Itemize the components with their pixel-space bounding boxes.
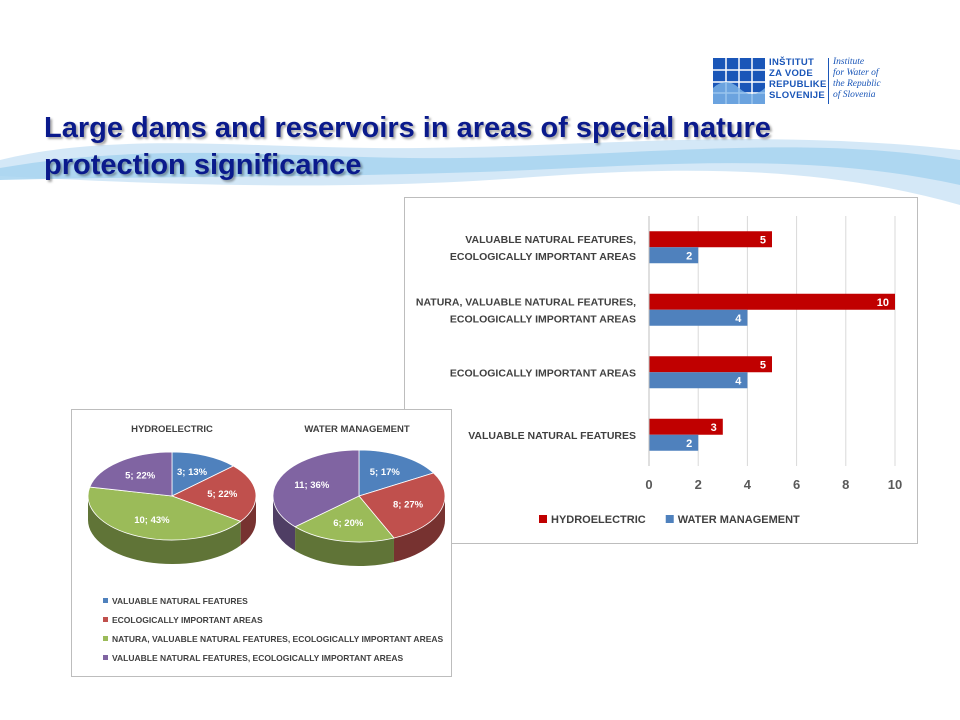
institute-logo: INŠTITUT ZA VODE REPUBLIKE SLOVENIJE Ins… <box>713 56 893 108</box>
x-tick-label: 4 <box>744 477 752 492</box>
pie-title: HYDROELECTRIC <box>131 424 213 435</box>
legend-label: ECOLOGICALLY IMPORTANT AREAS <box>112 615 263 625</box>
bar <box>649 231 772 248</box>
bar <box>649 247 699 264</box>
category-label: ECOLOGICALLY IMPORTANT AREAS <box>450 367 636 379</box>
category-label-line: NATURA, VALUABLE NATURAL FEATURES, <box>416 296 636 308</box>
pie-slice-side <box>240 496 256 546</box>
pie-charts: HYDROELECTRIC 3; 13% 5; 22% 10; 43% 5; 22% WA… <box>87 424 446 663</box>
bar-value-label: 5 <box>760 234 766 246</box>
x-tick-label: 8 <box>842 477 849 492</box>
bar <box>649 434 699 451</box>
bar-value-label: 3 <box>711 422 717 434</box>
logo-separator <box>828 58 829 104</box>
logo-grid-icon <box>713 58 765 104</box>
pie-data-label: 5; 17% <box>370 467 401 478</box>
logo-name-line: REPUBLIKE <box>769 79 827 90</box>
legend-label: NATURA, VALUABLE NATURAL FEATURES, ECOLO… <box>112 634 444 644</box>
bar <box>649 293 895 310</box>
pie-data-label: 11; 36% <box>294 480 329 491</box>
pie-data-label: 6; 20% <box>333 518 364 529</box>
pie-data-label: 5; 22% <box>207 489 238 500</box>
category-label-line: VALUABLE NATURAL FEATURES, <box>465 234 636 246</box>
bar-value-label: 2 <box>686 250 692 262</box>
category-label-line: VALUABLE NATURAL FEATURES <box>468 430 636 442</box>
x-tick-label: 6 <box>793 477 800 492</box>
legend-label: WATER MANAGEMENT <box>678 514 800 526</box>
legend-swatch <box>103 655 108 660</box>
legend-swatch <box>103 598 108 603</box>
logo-name-line: ZA VODE <box>769 68 813 79</box>
pie-slice <box>89 451 173 497</box>
legend-label: VALUABLE NATURAL FEATURES <box>112 596 248 606</box>
legend-swatch <box>539 515 547 523</box>
pie-chart-panel: HYDROELECTRIC 3; 13% 5; 22% 10; 43% 5; 22% WA… <box>71 409 452 677</box>
pie-slice-side <box>88 496 241 564</box>
legend-swatch <box>665 515 674 523</box>
logo-name-line: INŠTITUT <box>769 57 815 68</box>
bar-value-label: 10 <box>877 297 889 309</box>
category-label-line: ECOLOGICALLY IMPORTANT AREAS <box>450 251 636 263</box>
category-label: NATURA, VALUABLE NATURAL FEATURES, ECOLOG… <box>416 296 636 325</box>
slide-title: Large dams and reservoirs in areas of sp… <box>44 112 771 181</box>
bar <box>649 356 772 373</box>
logo-english-line: of Slovenia <box>833 90 876 100</box>
bar-value-label: 4 <box>735 313 742 325</box>
bar-value-label: 2 <box>686 438 692 450</box>
pie-slice <box>294 495 395 543</box>
background-wave <box>0 139 960 205</box>
bar-chart-panel: 0 2 4 6 8 10 VALUABLE NATURAL FEATURES, ECOLOGI… <box>404 197 918 544</box>
logo-english-line: the Republic <box>833 79 881 89</box>
category-label-line: ECOLOGICALLY IMPORTANT AREAS <box>450 313 636 325</box>
logo-name: INŠTITUT ZA VODE REPUBLIKE SLOVENIJE <box>769 57 827 101</box>
bar <box>649 309 748 326</box>
pie-slice <box>171 451 235 497</box>
logo-name-line: SLOVENIJE <box>769 90 826 101</box>
pie-data-label: 3; 13% <box>177 467 208 478</box>
pie-slice <box>358 449 435 497</box>
legend-swatch <box>103 636 108 641</box>
pie-slice <box>170 465 257 522</box>
pie-slice <box>272 449 360 528</box>
pie-data-label: 8; 27% <box>393 500 424 511</box>
logo-english-name: Institute for Water of the Republic of S… <box>833 57 881 101</box>
bar-value-label: 5 <box>760 359 766 371</box>
legend-swatch <box>103 617 108 622</box>
bar-value-label: 4 <box>735 375 742 387</box>
bar <box>649 372 748 389</box>
legend-label: HYDROELECTRIC <box>551 514 646 526</box>
logo-english-line: Institute <box>833 57 865 67</box>
pie-slice <box>87 486 242 541</box>
x-tick-label: 2 <box>695 477 702 492</box>
pie-slice-side <box>273 496 296 551</box>
pie-data-label: 5; 22% <box>125 471 156 482</box>
category-label-line: ECOLOGICALLY IMPORTANT AREAS <box>450 367 636 379</box>
x-tick-label: 0 <box>645 477 652 492</box>
pie-title: WATER MANAGEMENT <box>304 424 410 435</box>
category-label: VALUABLE NATURAL FEATURES <box>468 430 636 442</box>
x-tick-label: 10 <box>888 477 902 492</box>
pie-data-label: 10; 43% <box>134 515 170 526</box>
bar <box>649 418 723 435</box>
bar-chart: 0 2 4 6 8 10 VALUABLE NATURAL FEATURES, ECOLOGI… <box>416 216 902 526</box>
category-label: VALUABLE NATURAL FEATURES, ECOLOGICALLY I… <box>450 234 636 263</box>
legend-label: VALUABLE NATURAL FEATURES, ECOLOGICALLY … <box>112 653 404 663</box>
logo-english-line: for Water of <box>833 68 879 78</box>
pie-slice-side <box>295 526 394 566</box>
